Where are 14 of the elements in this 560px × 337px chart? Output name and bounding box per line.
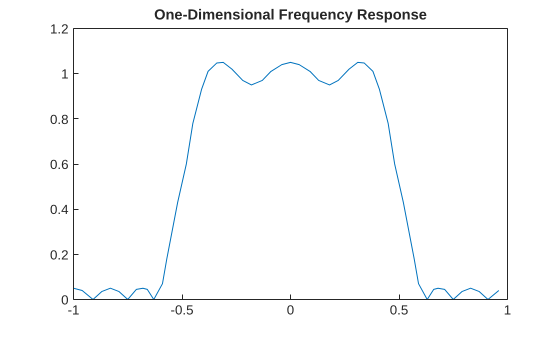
y-tick-label: 0.4	[50, 202, 70, 218]
y-tick-label: 0	[61, 292, 69, 308]
y-tick-label: 0.8	[50, 112, 69, 127]
x-tick-label: 1	[504, 302, 512, 318]
y-tick-label: 1.2	[50, 22, 69, 36]
y-tick-label: 0.6	[50, 157, 69, 172]
y-tick-label: 0.2	[50, 247, 69, 262]
x-tick-label: -1	[68, 302, 80, 318]
chart-title: One-Dimensional Frequency Response	[154, 8, 427, 24]
x-tick-label: 0	[286, 302, 294, 318]
x-tick-label: -0.5	[170, 302, 194, 318]
y-tick-label: 1	[61, 66, 69, 82]
line-series	[74, 62, 500, 300]
x-tick-label: 0.5	[390, 302, 408, 318]
